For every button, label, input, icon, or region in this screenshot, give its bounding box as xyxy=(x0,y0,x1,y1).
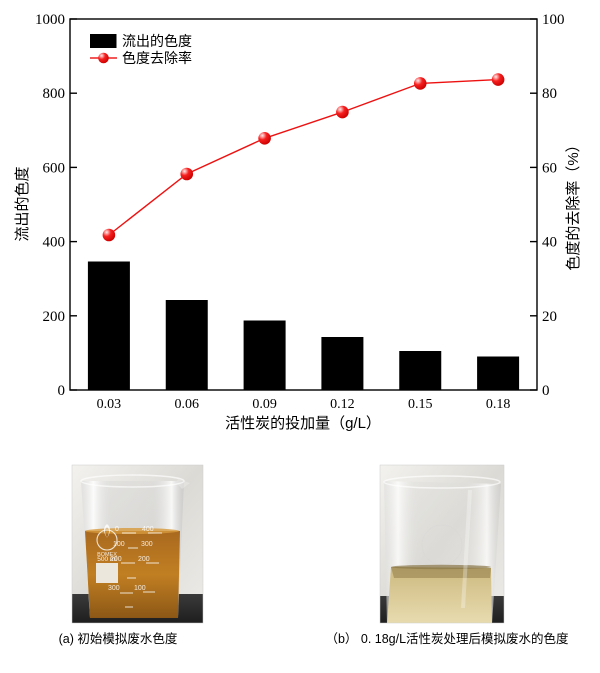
svg-text:20: 20 xyxy=(542,309,557,325)
svg-text:1000: 1000 xyxy=(35,12,65,28)
svg-text:色度的去除率（%）: 色度的去除率（%） xyxy=(565,137,582,270)
svg-text:60: 60 xyxy=(542,160,557,176)
svg-text:200: 200 xyxy=(138,556,150,563)
svg-text:0.09: 0.09 xyxy=(252,397,277,412)
svg-text:600: 600 xyxy=(43,160,66,176)
svg-text:色度去除率: 色度去除率 xyxy=(122,50,192,66)
svg-text:100: 100 xyxy=(134,585,146,592)
svg-text:0.03: 0.03 xyxy=(97,397,122,412)
svg-text:40: 40 xyxy=(542,235,557,251)
svg-text:0.15: 0.15 xyxy=(408,397,433,412)
svg-text:0: 0 xyxy=(115,526,119,533)
svg-text:200: 200 xyxy=(110,556,122,563)
svg-text:300: 300 xyxy=(108,585,120,592)
svg-text:300: 300 xyxy=(141,541,153,548)
svg-text:流出的色度: 流出的色度 xyxy=(14,166,31,241)
svg-text:（b） 0. 18g/L活性炭处理后模拟废水的色度: （b） 0. 18g/L活性炭处理后模拟废水的色度 xyxy=(325,631,569,646)
svg-text:80: 80 xyxy=(542,86,557,102)
svg-text:200: 200 xyxy=(43,309,66,325)
svg-text:流出的色度: 流出的色度 xyxy=(122,33,192,49)
svg-text:100: 100 xyxy=(113,541,125,548)
svg-text:0.06: 0.06 xyxy=(175,397,200,412)
svg-text:800: 800 xyxy=(43,86,66,102)
svg-text:400: 400 xyxy=(43,235,66,251)
svg-text:0: 0 xyxy=(58,383,66,399)
svg-text:0: 0 xyxy=(542,383,550,399)
svg-text:(a) 初始模拟废水色度: (a) 初始模拟废水色度 xyxy=(59,631,178,646)
svg-text:活性炭的投加量（g/L）: 活性炭的投加量（g/L） xyxy=(225,415,381,432)
svg-text:400: 400 xyxy=(142,526,154,533)
svg-text:0.12: 0.12 xyxy=(330,397,355,412)
svg-text:100: 100 xyxy=(542,12,565,28)
svg-text:0.18: 0.18 xyxy=(486,397,511,412)
